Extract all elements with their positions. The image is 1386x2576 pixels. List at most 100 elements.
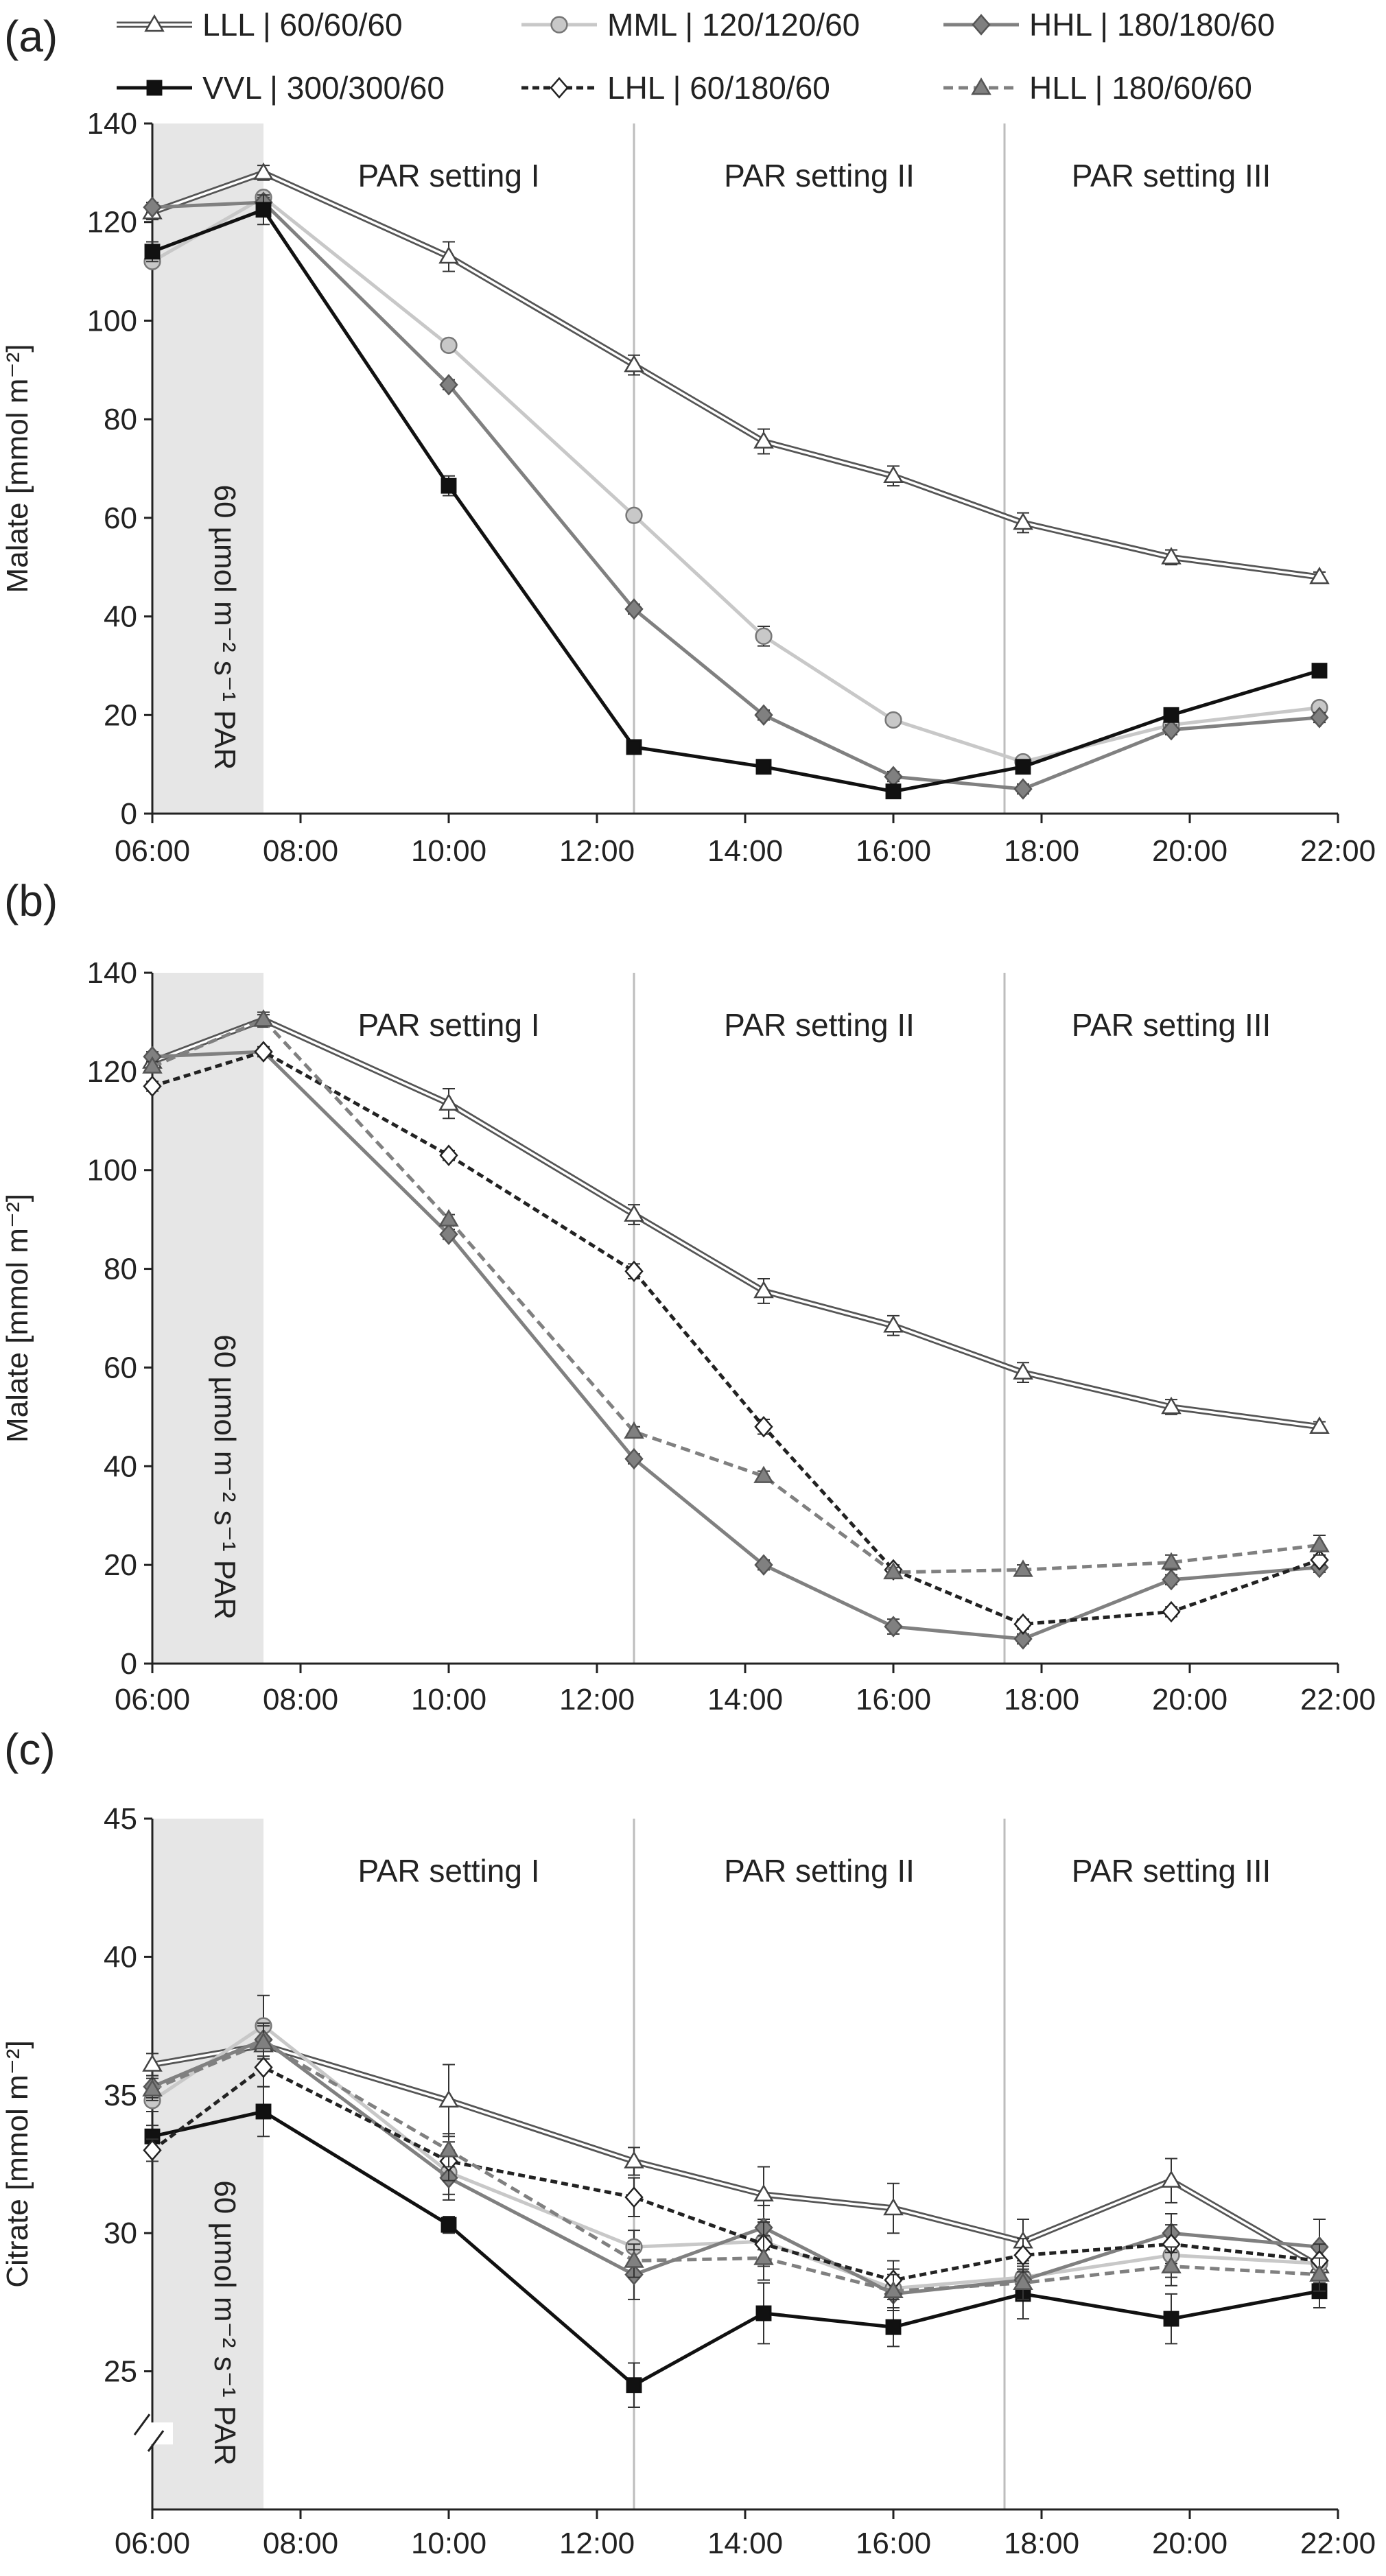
y-tick-label: 140 [87, 956, 137, 990]
data-point-vvl [1311, 663, 1328, 679]
setting-label-2: PAR setting II [724, 1853, 915, 1889]
series-line-hll [152, 1017, 1320, 1574]
data-point-hll [883, 2280, 904, 2299]
data-point-lll [1013, 512, 1033, 530]
x-tick-label: 08:00 [263, 2527, 338, 2560]
series-line-lhl [152, 1050, 1320, 1626]
data-point-hll [1161, 1552, 1182, 1570]
series-lll [142, 1009, 1330, 1434]
series-line-vvl [152, 2110, 1320, 2387]
x-tick-label: 12:00 [559, 2527, 635, 2560]
data-point-lll [1161, 2170, 1182, 2188]
legend-marker-hhl [972, 14, 991, 36]
data-point-vvl [755, 759, 772, 775]
legend-label-hll: HLL | 180/60/60 [1029, 70, 1252, 106]
series-lll [142, 162, 1330, 584]
x-tick-label: 18:00 [1004, 1683, 1079, 1716]
data-point-hhl [439, 374, 458, 396]
data-point-lhl [1162, 1600, 1181, 1623]
x-tick-label: 20:00 [1152, 834, 1228, 868]
series-line-vvl [152, 208, 1320, 794]
data-point-hhl [439, 1223, 458, 1245]
y-tick-label: 40 [104, 1450, 137, 1483]
y-tick-label: 40 [104, 600, 137, 634]
panel-2: (b) 60 µmol m⁻² s⁻¹ PAR PAR setting I PAR s… [1, 876, 1376, 1716]
data-point-hhl [754, 704, 773, 726]
data-point-lhl [439, 1144, 458, 1166]
data-point-vvl [144, 244, 161, 260]
series-hhl [143, 1041, 1329, 1650]
data-point-vvl [441, 477, 457, 494]
y-tick-label: 0 [121, 1647, 137, 1681]
data-point-vvl [885, 783, 902, 800]
data-point-lll [1309, 567, 1330, 584]
data-point-vvl [441, 2217, 457, 2233]
data-point-lll [624, 2151, 644, 2169]
data-point-hhl [624, 1447, 644, 1470]
data-point-hll [438, 2140, 459, 2158]
data-point-lll [753, 2184, 774, 2202]
data-point-mml [440, 336, 458, 355]
data-point-lhl [1013, 1613, 1033, 1635]
x-tick-label: 12:00 [559, 834, 635, 868]
legend-marker-lhl [550, 77, 569, 99]
series-hll [142, 1009, 1330, 1580]
x-tick-label: 10:00 [411, 834, 486, 868]
x-tick-label: 20:00 [1152, 1683, 1228, 1716]
data-point-hll [753, 2247, 774, 2265]
data-point-lll [883, 465, 904, 484]
data-point-hhl [624, 598, 644, 620]
data-point-lll [142, 2054, 163, 2072]
legend-item-hhl: HHL | 180/180/60 [943, 7, 1275, 43]
series-mml [143, 189, 1328, 771]
data-point-hhl [1013, 778, 1033, 800]
data-point-hll [1013, 1559, 1033, 1577]
legend-marker-mml [550, 16, 568, 34]
y-tick-label: 30 [104, 2217, 137, 2250]
legend: LLL | 60/60/60 MML | 120/120/60 HHL | 180/… [117, 7, 1275, 106]
data-point-hll [253, 1009, 274, 1027]
x-tick-label: 14:00 [707, 1683, 783, 1716]
x-tick-label: 14:00 [707, 2527, 783, 2560]
data-point-vvl [255, 202, 272, 218]
data-point-hhl [754, 1554, 773, 1576]
x-tick-label: 22:00 [1300, 1683, 1376, 1716]
data-point-lll [1161, 547, 1182, 565]
x-tick-label: 10:00 [411, 2527, 486, 2560]
data-point-hll [883, 1561, 904, 1580]
data-point-hhl [143, 196, 162, 218]
data-point-vvl [626, 2377, 642, 2394]
legend-marker-hll [971, 77, 991, 95]
setting-label-1: PAR setting I [357, 1853, 539, 1889]
x-tick-label: 22:00 [1300, 834, 1376, 868]
panel-label: (c) [4, 1725, 56, 1774]
data-point-lhl [624, 1260, 644, 1282]
data-point-hll [1309, 2264, 1330, 2282]
x-tick-label: 18:00 [1004, 834, 1079, 868]
y-axis-label: Malate [mmol m⁻²] [1, 344, 34, 593]
series-lhl [143, 2047, 1329, 2300]
series-line-lll-inner [152, 1018, 1320, 1428]
legend-label-vvl: VVL | 300/300/60 [202, 70, 445, 106]
data-point-vvl [1163, 2311, 1179, 2327]
series-mml [143, 1994, 1328, 2308]
data-point-lhl [1310, 1549, 1329, 1571]
panels: (a) 60 µmol m⁻² s⁻¹ PAR PAR setting I PAR s… [1, 12, 1376, 2560]
data-point-lhl [254, 2056, 273, 2079]
data-point-hhl [1162, 719, 1181, 741]
axis-break-mark [147, 2430, 165, 2453]
legend-label-hhl: HHL | 180/180/60 [1029, 7, 1275, 43]
legend-item-hll: HLL | 180/60/60 [943, 70, 1252, 106]
data-point-hhl [1310, 707, 1329, 729]
x-tick-label: 06:00 [115, 2527, 190, 2560]
y-tick-label: 140 [87, 107, 137, 141]
axis-break-gap [132, 2422, 173, 2445]
x-tick-label: 12:00 [559, 1683, 635, 1716]
x-tick-label: 16:00 [856, 1683, 931, 1716]
y-tick-label: 20 [104, 1548, 137, 1582]
legend-marker-lll [144, 14, 165, 32]
x-tick-label: 16:00 [856, 2527, 931, 2560]
data-point-hll [142, 1056, 163, 1074]
panel-label: (a) [4, 12, 58, 61]
